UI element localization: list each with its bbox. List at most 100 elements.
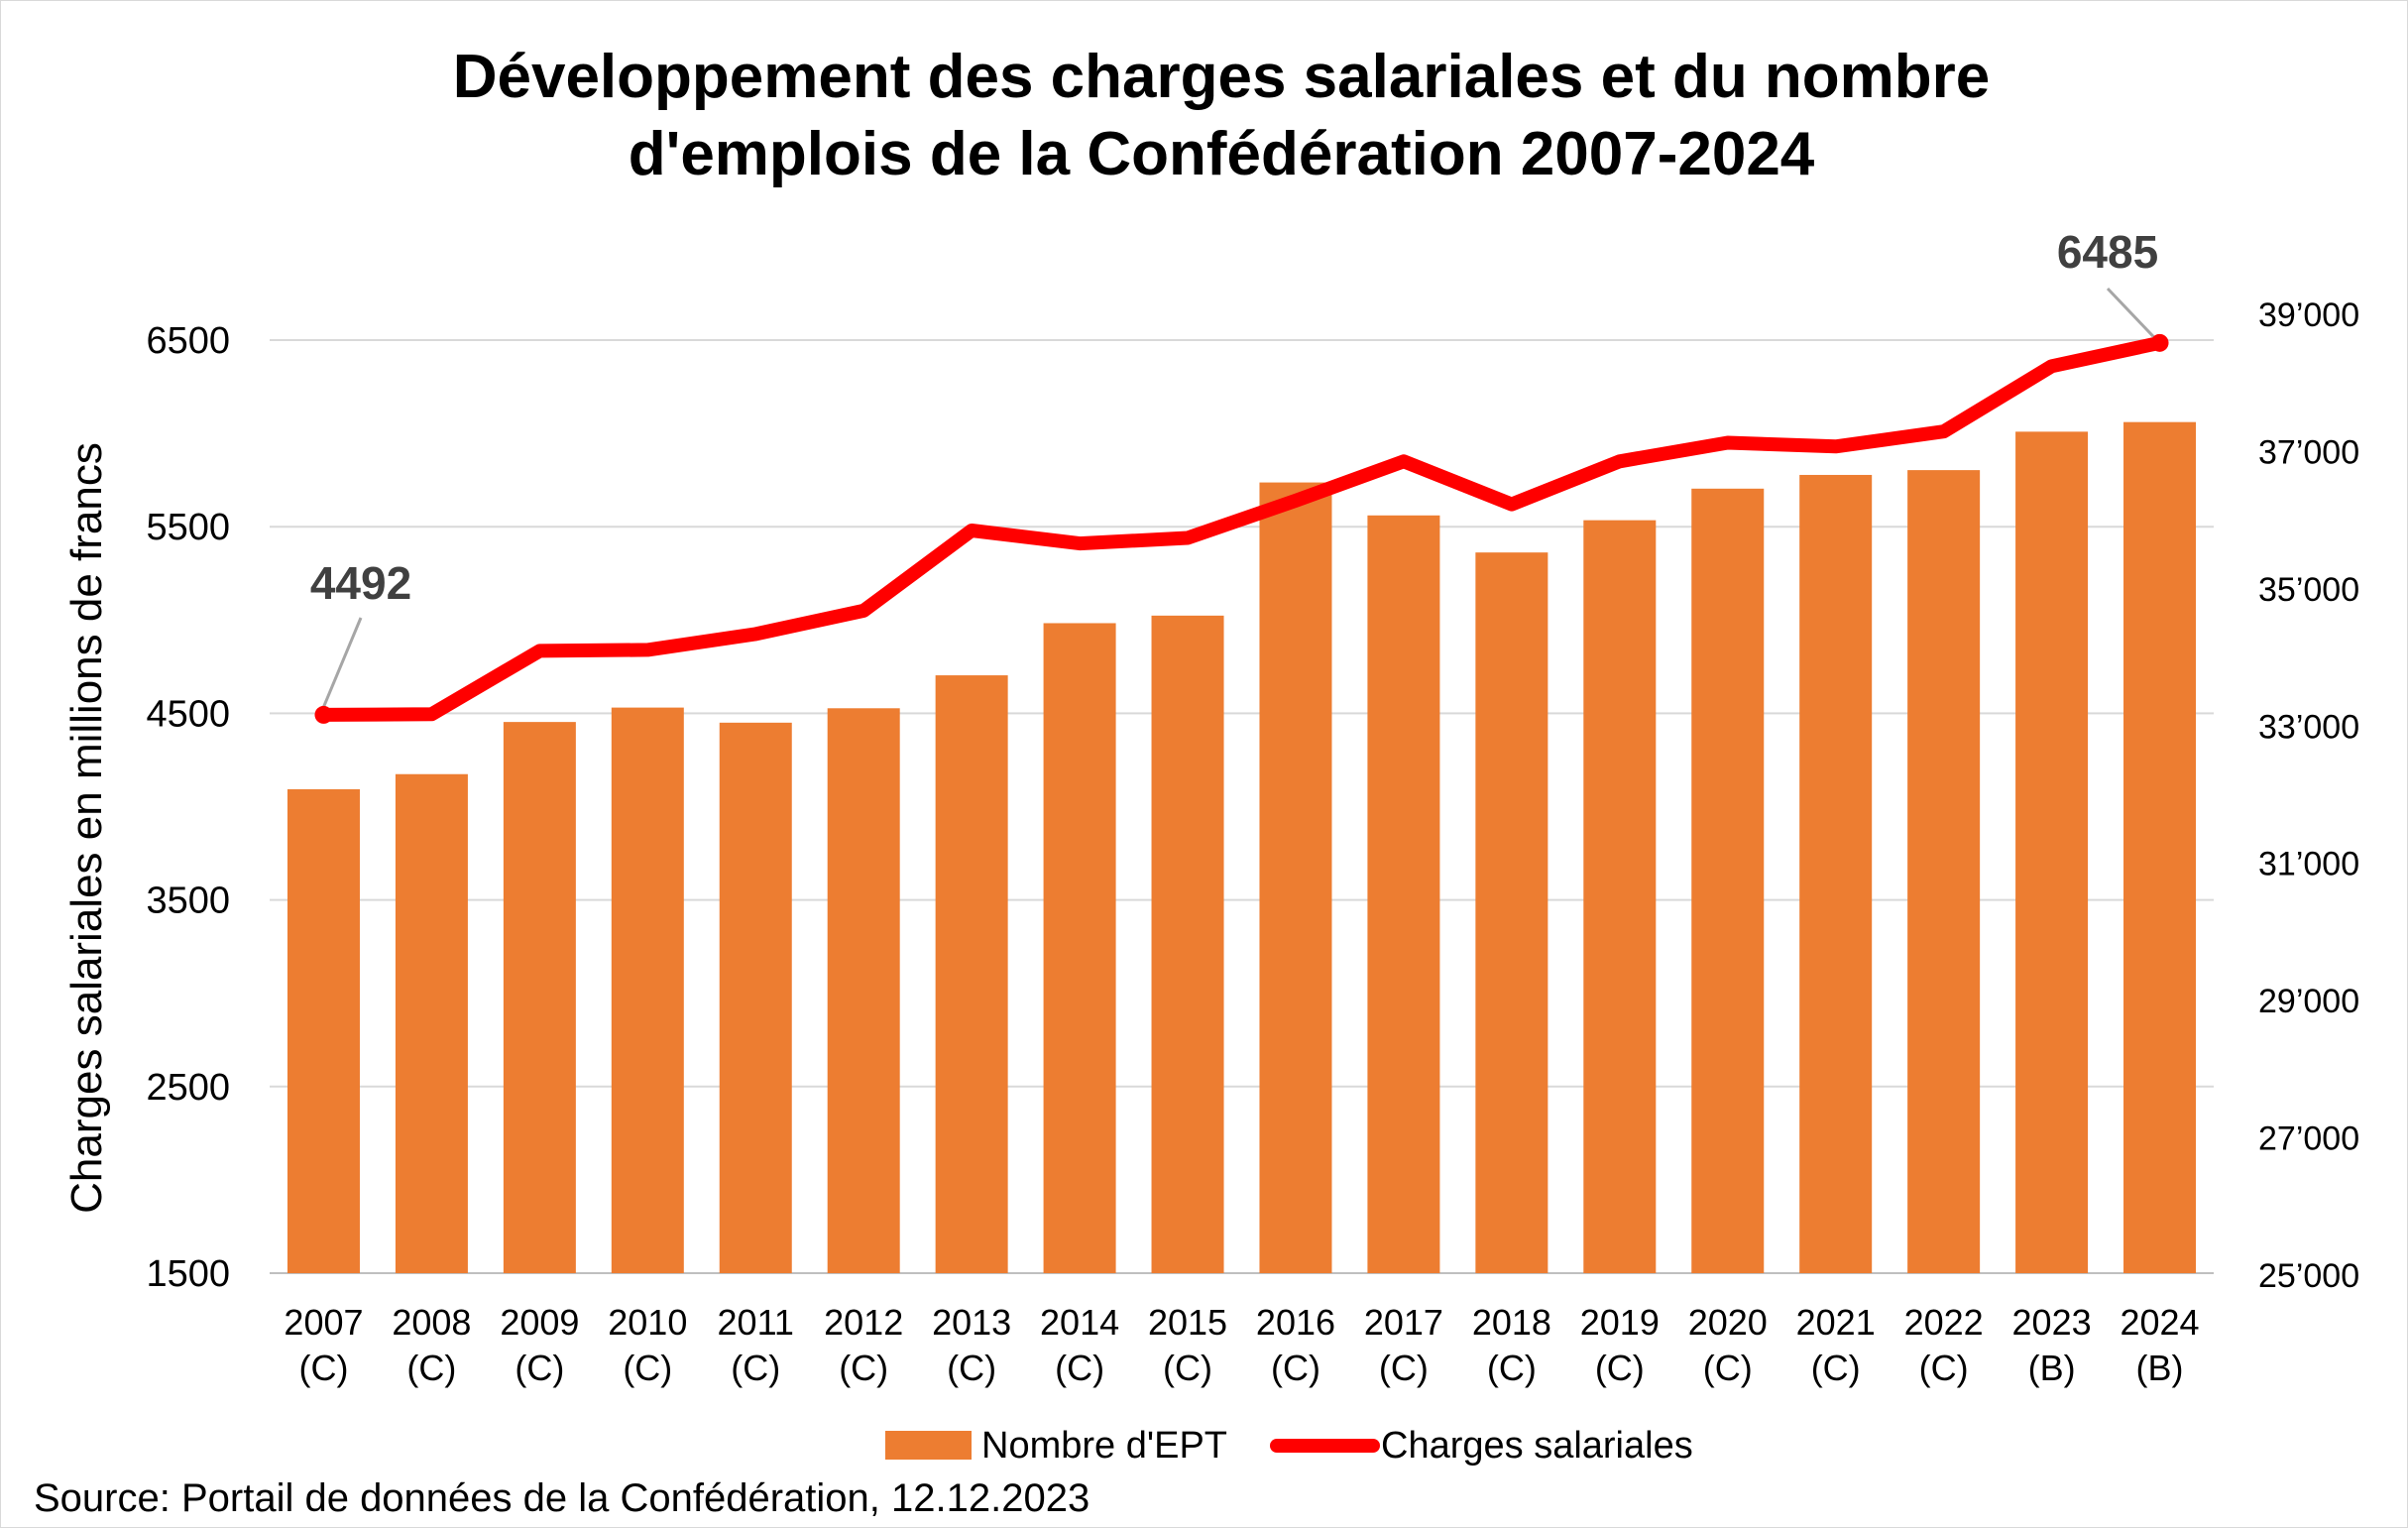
marker-last <box>2150 333 2169 352</box>
bar <box>2123 421 2197 1273</box>
y-tick-label-right: 25’000 <box>2258 1257 2359 1295</box>
x-tick-sublabel: (C) <box>1271 1348 1320 1388</box>
line-point <box>1295 500 1297 502</box>
line-point <box>971 529 973 531</box>
x-tick-sublabel: (C) <box>1595 1348 1645 1388</box>
x-tick-sublabel: (C) <box>1379 1348 1429 1388</box>
y-tick-label-right: 31’000 <box>2258 846 2359 883</box>
y-tick-label-left: 6500 <box>146 320 230 362</box>
x-tick-sublabel: (C) <box>731 1348 780 1388</box>
legend-swatch-bars <box>885 1431 972 1460</box>
x-tick-sublabel: (C) <box>1487 1348 1537 1388</box>
left-axis-ticks: 1500 2500 3500 4500 5500 6500 <box>146 320 230 1295</box>
x-tick-label: 2009 <box>500 1302 579 1343</box>
x-tick-label: 2017 <box>1364 1302 1443 1343</box>
line-point <box>2051 365 2053 367</box>
line-point <box>1511 504 1513 506</box>
bar <box>1043 623 1116 1273</box>
chart-title-line-2: d'emplois de la Confédération 2007-2024 <box>629 120 1815 188</box>
x-tick-label: 2024 <box>2120 1302 2199 1343</box>
x-tick-label: 2008 <box>392 1302 471 1343</box>
line-point <box>538 649 540 651</box>
x-tick-label: 2022 <box>1904 1302 1984 1343</box>
bar <box>1583 520 1657 1273</box>
y-tick-label-left: 2500 <box>146 1067 230 1109</box>
x-tick-label: 2011 <box>718 1302 794 1343</box>
x-tick-label: 2015 <box>1148 1302 1227 1343</box>
line-point <box>430 713 432 715</box>
y-axis-label: Charges salariales en millions de francs <box>62 442 111 1214</box>
annotation-leader-last <box>2106 287 2155 338</box>
bar <box>611 707 684 1273</box>
line-point <box>754 633 756 635</box>
x-tick-sublabel: (C) <box>839 1348 888 1388</box>
x-tick-sublabel: (B) <box>2136 1348 2184 1388</box>
y-tick-label-left: 4500 <box>146 693 230 735</box>
bar <box>503 722 576 1273</box>
data-label-last: 6485 <box>2057 226 2158 278</box>
x-tick-sublabel: (C) <box>515 1348 564 1388</box>
line-point <box>646 648 648 650</box>
y-tick-label-right: 27’000 <box>2258 1120 2359 1158</box>
line-point <box>862 610 864 612</box>
line-point <box>1187 536 1189 538</box>
line-series-path <box>316 335 2167 722</box>
bar <box>1367 515 1440 1273</box>
bar <box>287 788 360 1273</box>
bar <box>719 722 792 1273</box>
y-tick-label-right: 37’000 <box>2258 433 2359 471</box>
line-series <box>316 335 2167 722</box>
annotation-leader-first <box>322 617 363 708</box>
bar <box>827 708 900 1273</box>
y-tick-label-left: 1500 <box>146 1253 230 1295</box>
bar <box>1691 488 1765 1273</box>
x-tick-label: 2019 <box>1580 1302 1660 1343</box>
legend: Nombre d'EPT Charges salariales <box>885 1425 1693 1467</box>
x-tick-sublabel: (C) <box>1703 1348 1753 1388</box>
line-point <box>1079 542 1081 544</box>
y-tick-label-right: 33’000 <box>2258 708 2359 746</box>
x-tick-label: 2016 <box>1256 1302 1335 1343</box>
x-tick-sublabel: (C) <box>1163 1348 1212 1388</box>
bar <box>1259 482 1332 1273</box>
line-point <box>1619 460 1621 462</box>
line-point <box>1943 430 1945 432</box>
x-tick-sublabel: (C) <box>1055 1348 1104 1388</box>
bar <box>935 675 1008 1273</box>
x-tick-label: 2007 <box>284 1302 363 1343</box>
y-tick-label-left: 3500 <box>146 881 230 922</box>
x-tick-sublabel: (C) <box>406 1348 456 1388</box>
x-tick-label: 2013 <box>932 1302 1011 1343</box>
data-label-first: 4492 <box>310 557 411 609</box>
x-tick-label: 2010 <box>608 1302 687 1343</box>
x-tick-sublabel: (B) <box>2028 1348 2076 1388</box>
legend-label-bars: Nombre d'EPT <box>981 1425 1227 1467</box>
source-note: Source: Portail de données de la Confédé… <box>34 1476 1089 1520</box>
line-point <box>1835 445 1837 447</box>
x-tick-sublabel: (C) <box>1811 1348 1861 1388</box>
annotations: 4492 6485 <box>310 226 2169 724</box>
y-tick-label-right: 39’000 <box>2258 296 2359 334</box>
x-tick-sublabel: (C) <box>298 1348 348 1388</box>
bar <box>2015 431 2089 1273</box>
x-tick-sublabel: (C) <box>947 1348 996 1388</box>
x-tick-label: 2023 <box>2012 1302 2092 1343</box>
bar <box>1475 552 1548 1273</box>
gridlines <box>270 339 2214 1274</box>
line-point <box>1403 460 1405 462</box>
bar <box>1907 470 1981 1273</box>
x-tick-label: 2012 <box>824 1302 903 1343</box>
right-axis-ticks: 25’000 27’000 29’000 31’000 33’000 35’000 37’0… <box>2258 296 2359 1295</box>
x-tick-label: 2021 <box>1796 1302 1876 1343</box>
bar <box>1151 615 1224 1273</box>
marker-first <box>314 705 333 724</box>
y-tick-label-left: 5500 <box>146 507 230 548</box>
x-tick-label: 2018 <box>1472 1302 1551 1343</box>
y-tick-label-right: 29’000 <box>2258 983 2359 1020</box>
x-tick-sublabel: (C) <box>623 1348 672 1388</box>
bar <box>1799 474 1873 1273</box>
line-point <box>1727 442 1729 444</box>
y-tick-label-right: 35’000 <box>2258 571 2359 609</box>
bar <box>395 773 468 1273</box>
